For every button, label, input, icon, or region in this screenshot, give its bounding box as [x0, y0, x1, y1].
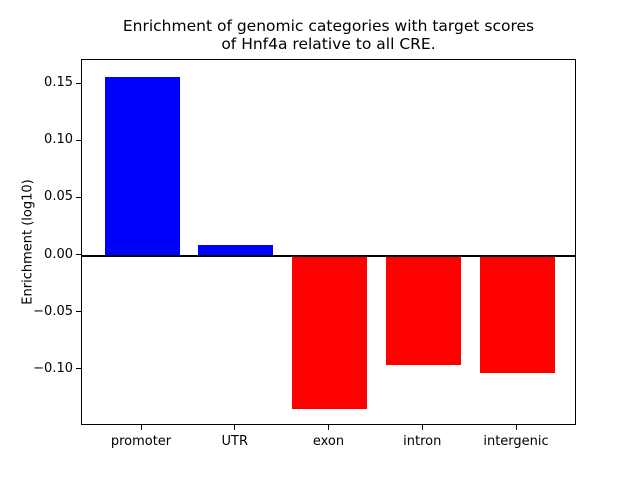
bar-intron: [385, 255, 461, 366]
bar-intergenic: [479, 255, 555, 374]
y-tick-label: 0.00: [44, 246, 73, 262]
x-tick-mark: [328, 425, 329, 430]
plot-area: [81, 59, 576, 425]
x-tick-label-intergenic: intergenic: [483, 434, 549, 449]
x-tick-label-UTR: UTR: [221, 434, 249, 449]
bar-exon: [292, 255, 367, 409]
chart-title: Enrichment of genomic categories with ta…: [122, 17, 535, 53]
y-tick-label: 0.05: [44, 189, 73, 205]
bar-UTR: [198, 245, 274, 256]
y-tick-mark: [76, 311, 81, 313]
y-tick-mark: [76, 254, 81, 256]
x-tick-label-promoter: promoter: [110, 434, 172, 449]
bar-promoter: [104, 77, 180, 256]
x-tick-mark: [515, 425, 517, 430]
y-tick-label: −0.10: [33, 360, 73, 376]
zero-baseline: [82, 254, 575, 257]
x-tick-mark: [234, 425, 236, 430]
x-tick-mark: [421, 425, 423, 430]
y-tick-label: −0.05: [33, 303, 73, 319]
y-tick-label: 0.10: [44, 132, 73, 148]
y-tick-mark: [76, 368, 81, 370]
y-tick-label: 0.15: [44, 75, 73, 91]
x-tick-label-intron: intron: [403, 434, 442, 449]
x-tick-mark: [140, 425, 142, 430]
y-tick-mark: [76, 82, 81, 84]
y-tick-mark: [76, 139, 81, 141]
x-tick-label-exon: exon: [312, 434, 345, 449]
y-tick-mark: [76, 196, 81, 198]
